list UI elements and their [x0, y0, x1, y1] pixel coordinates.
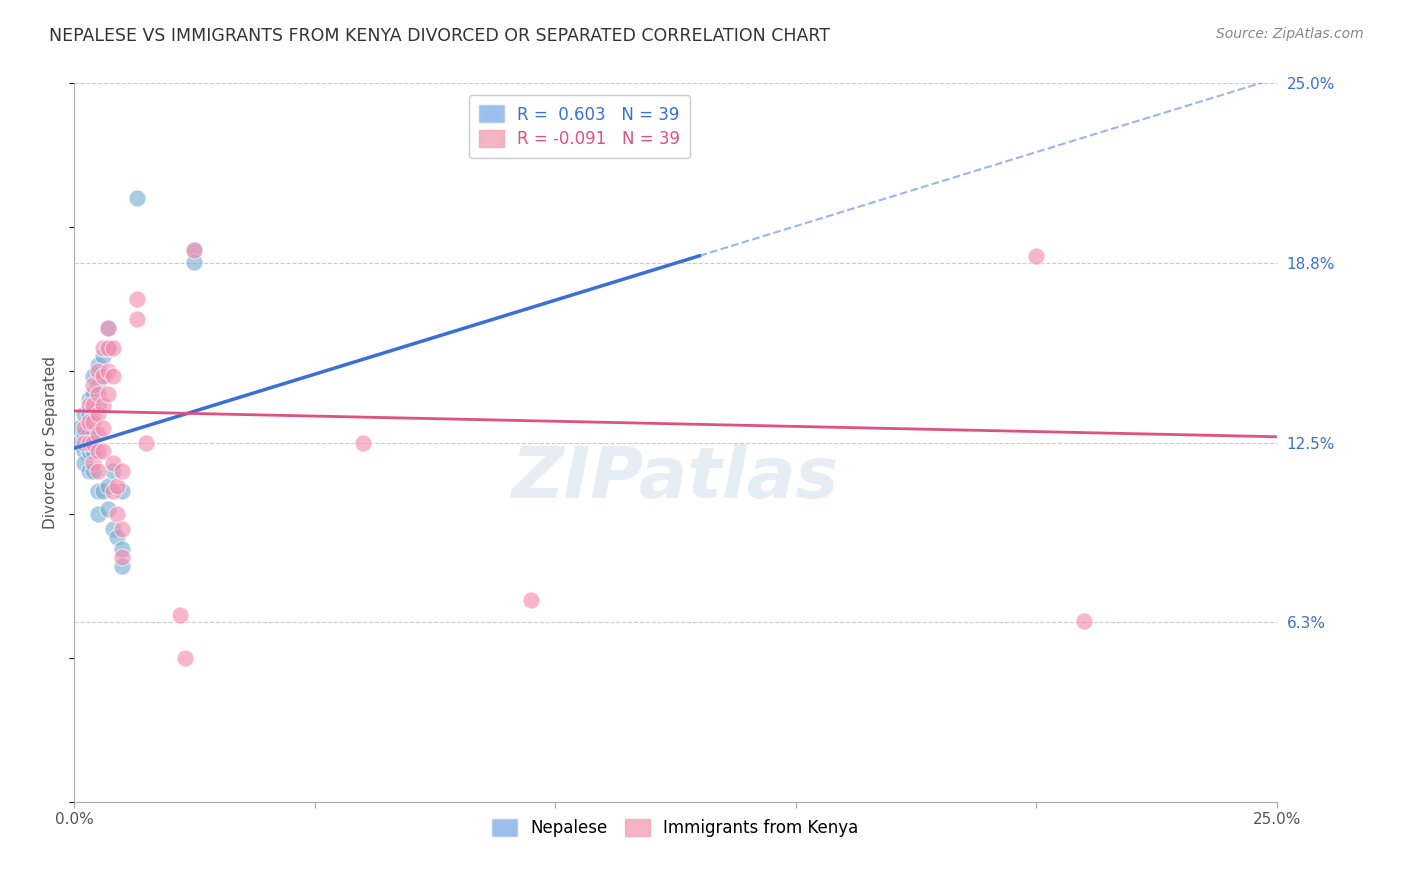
Point: [111, 541, 134, 556]
Point: [82, 426, 104, 441]
Point: [77, 392, 100, 407]
Point: [82, 435, 104, 450]
Point: [101, 522, 124, 536]
Point: [111, 550, 134, 565]
Point: [135, 435, 157, 450]
Point: [87, 407, 110, 421]
Point: [87, 364, 110, 378]
Point: [87, 386, 110, 401]
Point: [169, 607, 191, 622]
Point: [352, 435, 374, 450]
Point: [105, 530, 128, 544]
Point: [67, 435, 90, 450]
Point: [91, 444, 114, 458]
Point: [111, 559, 134, 574]
Point: [105, 478, 128, 492]
Point: [125, 312, 148, 326]
Point: [101, 484, 124, 499]
Point: [82, 456, 104, 470]
Point: [91, 484, 114, 499]
Point: [183, 254, 205, 268]
Point: [82, 369, 104, 384]
Point: [87, 358, 110, 372]
Point: [87, 444, 110, 458]
Point: [73, 456, 96, 470]
Point: [82, 386, 104, 401]
Point: [101, 341, 124, 355]
Point: [82, 444, 104, 458]
Point: [97, 341, 120, 355]
Point: [1073, 614, 1095, 628]
Text: NEPALESE VS IMMIGRANTS FROM KENYA DIVORCED OR SEPARATED CORRELATION CHART: NEPALESE VS IMMIGRANTS FROM KENYA DIVORC…: [49, 27, 830, 45]
Point: [101, 456, 124, 470]
Point: [91, 398, 114, 412]
Point: [77, 416, 100, 430]
Point: [82, 407, 104, 421]
Point: [73, 407, 96, 421]
Point: [101, 464, 124, 478]
Point: [97, 320, 120, 334]
Point: [87, 484, 110, 499]
Point: [87, 464, 110, 478]
Text: ZIPatlas: ZIPatlas: [512, 444, 839, 513]
Point: [73, 435, 96, 450]
Point: [77, 426, 100, 441]
Point: [73, 444, 96, 458]
Point: [97, 478, 120, 492]
Point: [91, 369, 114, 384]
Point: [125, 191, 148, 205]
Point: [97, 386, 120, 401]
Point: [82, 398, 104, 412]
Point: [125, 292, 148, 306]
Point: [87, 508, 110, 522]
Text: Source: ZipAtlas.com: Source: ZipAtlas.com: [1216, 27, 1364, 41]
Point: [73, 426, 96, 441]
Point: [97, 320, 120, 334]
Point: [82, 416, 104, 430]
Point: [97, 501, 120, 516]
Point: [91, 421, 114, 435]
Point: [87, 426, 110, 441]
Y-axis label: Divorced or Separated: Divorced or Separated: [44, 356, 58, 529]
Point: [173, 651, 195, 665]
Point: [77, 444, 100, 458]
Point: [91, 369, 114, 384]
Point: [111, 464, 134, 478]
Legend: Nepalese, Immigrants from Kenya: Nepalese, Immigrants from Kenya: [486, 812, 865, 844]
Point: [111, 522, 134, 536]
Point: [87, 378, 110, 392]
Point: [105, 508, 128, 522]
Point: [111, 484, 134, 499]
Point: [73, 421, 96, 435]
Point: [87, 398, 110, 412]
Point: [77, 464, 100, 478]
Point: [77, 435, 100, 450]
Point: [520, 593, 543, 607]
Point: [77, 407, 100, 421]
Point: [82, 464, 104, 478]
Point: [101, 369, 124, 384]
Point: [91, 349, 114, 363]
Point: [183, 243, 205, 257]
Point: [1025, 249, 1047, 263]
Point: [82, 378, 104, 392]
Point: [67, 421, 90, 435]
Point: [183, 243, 205, 257]
Point: [97, 341, 120, 355]
Point: [77, 398, 100, 412]
Point: [97, 364, 120, 378]
Point: [91, 341, 114, 355]
